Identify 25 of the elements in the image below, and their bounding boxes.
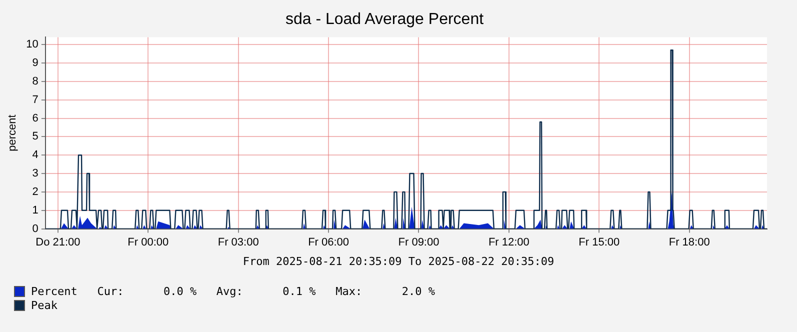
y-tick-label: 9 [32,57,38,70]
x-tick-label: Do 21:00 [36,236,80,248]
y-tick-label: 2 [32,186,38,198]
x-tick-label: Fr 06:00 [308,236,350,248]
y-tick-label: 4 [32,149,38,162]
y-tick-label: 1 [32,204,38,216]
x-tick-label: Fr 03:00 [218,236,259,248]
y-tick-label: 6 [32,112,38,124]
y-tick-label: 7 [32,94,38,106]
y-tick-label: 0 [32,222,38,235]
y-tick-label: 3 [32,168,38,180]
text: Cur: 0.0 % Avg: 0.1 % Max: 2.0 % [96,284,435,298]
y-tick-label: 10 [26,38,38,51]
y-axis-title: percent [6,114,19,152]
text: From 2025-08-21 20:35:09 To 2025-08-22 20:35:09 [242,255,556,268]
x-tick-label: Fr 12:00 [488,236,530,248]
x-tick-label: Fr 15:00 [578,236,620,248]
legend-label: Percent [31,284,78,298]
legend-label: Peak [31,298,58,312]
y-tick-label: 5 [32,130,38,143]
y-tick-label: 8 [32,75,38,88]
x-tick-label: Fr 00:00 [128,236,169,248]
chart-title: sda - Load Average Percent [285,11,484,28]
x-tick-label: Fr 09:00 [398,236,440,248]
x-tick-label: Fr 18:00 [668,236,710,248]
